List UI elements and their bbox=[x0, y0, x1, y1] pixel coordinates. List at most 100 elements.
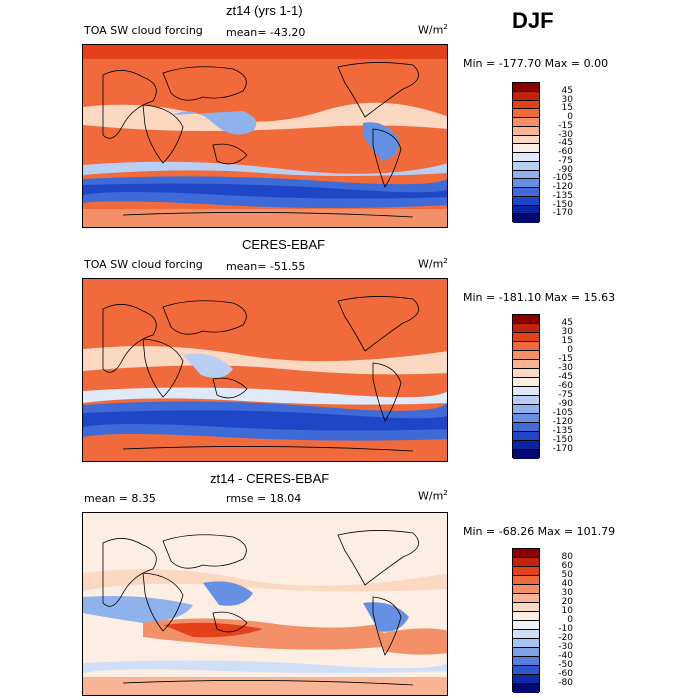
colorbar-tick-label: -45 bbox=[558, 138, 573, 149]
season-label: DJF bbox=[512, 8, 554, 33]
colorbar-tick-label: -75 bbox=[558, 155, 573, 166]
colorbar-tick-label: -120 bbox=[552, 417, 573, 427]
colorbar-tick-label: 60 bbox=[561, 561, 573, 571]
panel-field-label: TOA SW cloud forcing bbox=[84, 258, 203, 271]
colorbar-tick-label: 0 bbox=[567, 112, 573, 122]
colorbar-tick-label: -30 bbox=[558, 363, 573, 373]
panel-mean-stat: mean= -43.20 bbox=[226, 26, 306, 39]
colorbar-segment bbox=[513, 648, 539, 657]
colorbar-segment bbox=[513, 214, 539, 223]
colorbar bbox=[512, 82, 540, 223]
map-panel-observation bbox=[82, 278, 448, 462]
colorbar-tick-label: -20 bbox=[558, 633, 573, 643]
colorbar bbox=[512, 548, 540, 693]
colorbar-segment bbox=[513, 118, 539, 127]
panel-mean-stat: mean = 8.35 bbox=[84, 492, 156, 505]
contour-map bbox=[83, 513, 447, 695]
colorbar-segment bbox=[513, 144, 539, 153]
colorbar-tick-label: 0 bbox=[567, 615, 573, 625]
map-panel-model bbox=[82, 44, 448, 228]
colorbar-tick-label: -120 bbox=[552, 182, 573, 192]
colorbar-tick-label: -10 bbox=[558, 624, 573, 634]
panel-minmax: Min = -68.26 Max = 101.79 bbox=[463, 525, 616, 538]
colorbar-tick-label: 50 bbox=[561, 570, 573, 580]
colorbar-tick-label: -60 bbox=[558, 669, 573, 679]
panel-units: W/m2 bbox=[418, 257, 448, 271]
colorbar-segment bbox=[513, 351, 539, 360]
colorbar-segment bbox=[513, 369, 539, 378]
panel-minmax: Min = -177.70 Max = 0.00 bbox=[463, 57, 609, 70]
colorbar-segment bbox=[513, 100, 539, 110]
colorbar-segment bbox=[513, 333, 539, 342]
colorbar-tick-label: -15 bbox=[558, 120, 573, 131]
colorbar-tick-label: -75 bbox=[558, 390, 573, 400]
contour-map bbox=[83, 279, 447, 461]
colorbar-tick-label: 40 bbox=[561, 579, 573, 589]
colorbar-segment bbox=[513, 657, 539, 666]
colorbar-tick-label: -45 bbox=[558, 372, 573, 382]
colorbar-segment bbox=[513, 567, 539, 576]
colorbar-tick-label: -80 bbox=[558, 678, 573, 688]
colorbar-segment bbox=[513, 441, 539, 450]
colorbar-segment bbox=[513, 387, 539, 396]
colorbar-segment bbox=[513, 414, 539, 423]
colorbar-segment bbox=[513, 612, 539, 621]
colorbar-segment bbox=[513, 558, 539, 567]
panel-title: zt14 - CERES-EBAF bbox=[210, 471, 330, 486]
colorbar-segment bbox=[513, 576, 539, 585]
colorbar-segment bbox=[513, 205, 539, 215]
colorbar-segment bbox=[513, 630, 539, 639]
colorbar-segment bbox=[513, 396, 539, 405]
colorbar-tick-label: 15 bbox=[561, 336, 573, 346]
colorbar-segment bbox=[513, 342, 539, 351]
colorbar-tick-label: 45 bbox=[561, 85, 573, 96]
colorbar-segment bbox=[513, 196, 539, 206]
colorbar-segment bbox=[513, 179, 539, 188]
colorbar-tick-label: 15 bbox=[561, 103, 573, 114]
colorbar-tick-label: 30 bbox=[561, 94, 573, 105]
colorbar-tick-label: -60 bbox=[558, 381, 573, 391]
colorbar-segment bbox=[513, 170, 539, 180]
colorbar-tick-label: -135 bbox=[552, 426, 573, 436]
colorbar-tick-label: -150 bbox=[552, 199, 573, 210]
panel-title: zt14 (yrs 1-1) bbox=[226, 3, 303, 18]
colorbar-tick-label: -170 bbox=[552, 208, 573, 219]
colorbar-tick-label: 30 bbox=[561, 327, 573, 337]
colorbar-tick-label: -40 bbox=[558, 651, 573, 661]
colorbar-segment bbox=[513, 423, 539, 432]
colorbar-tick-label: 20 bbox=[561, 597, 573, 607]
panel-field-label: TOA SW cloud forcing bbox=[84, 24, 203, 37]
colorbar-segment bbox=[513, 378, 539, 387]
colorbar-segment bbox=[513, 135, 539, 145]
colorbar-segment bbox=[513, 91, 539, 101]
colorbar-segment bbox=[513, 161, 539, 171]
colorbar-tick-label: -170 bbox=[552, 444, 573, 454]
colorbar-segment bbox=[513, 585, 539, 594]
colorbar-segment bbox=[513, 315, 539, 324]
colorbar-segment bbox=[513, 83, 539, 92]
colorbar-tick-label: 0 bbox=[567, 345, 573, 355]
colorbar-tick-label: -135 bbox=[552, 190, 573, 201]
colorbar-tick-label: -150 bbox=[552, 435, 573, 445]
colorbar-segment bbox=[513, 126, 539, 136]
panel-rmse-stat: rmse = 18.04 bbox=[226, 492, 302, 505]
colorbar-segment bbox=[513, 675, 539, 684]
colorbar-segment bbox=[513, 109, 539, 118]
colorbar-tick-label: -90 bbox=[558, 164, 573, 175]
colorbar-segment bbox=[513, 324, 539, 333]
colorbar-tick-label: 80 bbox=[561, 552, 573, 562]
colorbar-segment bbox=[513, 603, 539, 612]
colorbar-tick-label: 10 bbox=[561, 606, 573, 616]
map-panel-difference bbox=[82, 512, 448, 696]
colorbar-tick-label: -50 bbox=[558, 660, 573, 670]
colorbar-tick-label: -90 bbox=[558, 399, 573, 409]
colorbar-segment bbox=[513, 153, 539, 162]
colorbar-tick-label: -105 bbox=[552, 173, 573, 184]
colorbar-segment bbox=[513, 188, 539, 197]
panel-minmax: Min = -181.10 Max = 15.63 bbox=[463, 291, 616, 304]
colorbar-tick-label: -15 bbox=[558, 354, 573, 364]
colorbar-segment bbox=[513, 360, 539, 369]
colorbar-tick-label: -30 bbox=[558, 642, 573, 652]
colorbar-segment bbox=[513, 549, 539, 558]
colorbar-segment bbox=[513, 432, 539, 441]
